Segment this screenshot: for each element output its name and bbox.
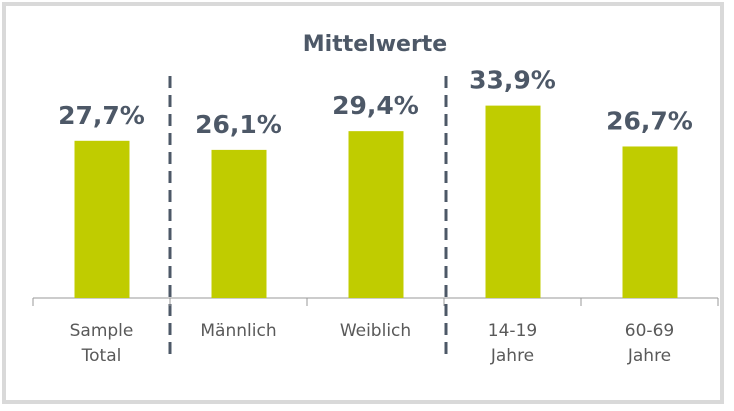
x-tick-label: 14-19 Jahre	[488, 321, 537, 366]
bar	[211, 149, 267, 298]
bar	[622, 146, 678, 298]
x-tick-label: 60-69 Jahre	[625, 321, 674, 366]
bar	[485, 105, 541, 299]
chart-title: Mittelwerte	[303, 32, 447, 57]
value-label: 27,7%	[58, 101, 145, 130]
value-label: 26,7%	[606, 106, 693, 135]
x-tick-label: Sample Total	[70, 321, 134, 366]
x-tick-label: Männlich	[200, 321, 276, 341]
bar	[74, 140, 130, 298]
x-tick-label: Weiblich	[340, 321, 411, 341]
value-label: 26,1%	[195, 110, 282, 139]
value-label: 29,4%	[332, 91, 419, 120]
value-label: 33,9%	[469, 66, 556, 95]
bar	[348, 131, 404, 298]
